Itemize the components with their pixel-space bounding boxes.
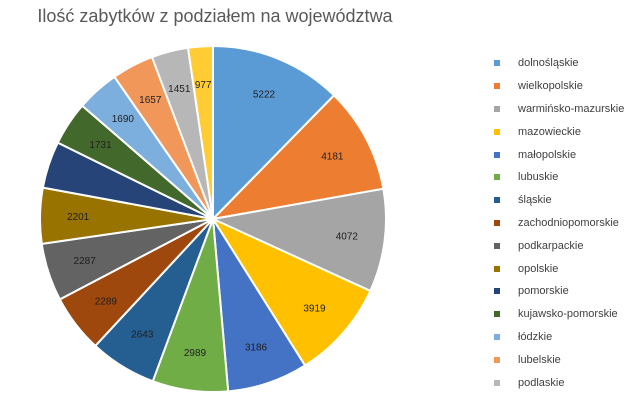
data-label-10: 2201	[67, 212, 90, 223]
legend-label: opolskie	[518, 262, 559, 275]
legend-item-6: lubuskie	[494, 166, 624, 189]
data-label-12: 1731	[89, 140, 112, 151]
legend-swatch	[494, 311, 500, 318]
data-label-14: 1657	[139, 95, 162, 106]
data-label-2: 4181	[321, 151, 344, 162]
legend-label: mazowieckie	[518, 125, 581, 138]
legend-swatch	[494, 356, 500, 363]
pie-slice-4	[210, 216, 372, 367]
legend-label: kujawsko-pomorskie	[518, 308, 618, 321]
legend-swatch	[494, 333, 500, 340]
data-label-1: 5222	[253, 90, 276, 101]
legend-item-7: śląskie	[494, 189, 624, 212]
data-label-8: 2289	[95, 297, 118, 308]
pie-slice-1	[212, 44, 336, 222]
legend-item-9: podkarpackie	[494, 234, 624, 257]
legend-label: podkarpackie	[518, 239, 584, 252]
chart-title: Ilość zabytków z podziałem na województw…	[37, 6, 393, 26]
legend-item-10: opolskie	[494, 257, 624, 280]
data-label-4: 3919	[303, 303, 326, 314]
pie-plot-area: 5222 4181 4072 3919 3186 2989 2643 2289 2287 2201…	[39, 44, 387, 393]
legend-swatch	[494, 219, 500, 226]
legend-label: śląskie	[518, 194, 552, 207]
legend-swatch	[494, 151, 500, 158]
legend-item-3: warmińsko-mazurskie	[494, 98, 624, 121]
legend-label: lubuskie	[518, 171, 559, 184]
legend-label: zachodniopomorskie	[518, 216, 619, 229]
data-label-3: 4072	[336, 232, 359, 243]
data-label-5: 3186	[245, 342, 268, 353]
data-label-6: 2989	[184, 348, 207, 359]
legend-swatch	[494, 288, 500, 295]
legend-label: podlaskie	[518, 376, 565, 389]
legend-item-1: dolnośląskie	[494, 52, 624, 75]
legend-item-13: łódzkie	[494, 326, 624, 349]
legend-swatch	[494, 174, 500, 181]
legend-label: lubelskie	[518, 353, 561, 366]
legend: dolnośląskie wielkopolskie warmińsko-mazur…	[494, 52, 624, 394]
legend-item-11: pomorskie	[494, 280, 624, 303]
pie-slice-3	[209, 187, 387, 293]
legend-item-8: zachodniopomorskie	[494, 212, 624, 235]
pie-slice-2	[210, 93, 385, 221]
legend-label: wielkopolskie	[518, 80, 583, 93]
data-label-15: 1451	[168, 84, 191, 95]
legend-item-14: lubelskie	[494, 348, 624, 371]
legend-label: małopolskie	[518, 148, 577, 161]
legend-item-5: małopolskie	[494, 143, 624, 166]
legend-swatch	[494, 60, 500, 67]
legend-label: pomorskie	[518, 285, 569, 298]
legend-swatch	[494, 105, 500, 112]
pie-slice-16	[186, 44, 214, 220]
legend-swatch	[494, 128, 500, 135]
legend-label: warmińsko-mazurskie	[518, 102, 625, 115]
legend-swatch	[494, 197, 500, 204]
legend-swatch	[494, 379, 500, 386]
legend-swatch	[494, 83, 500, 90]
legend-swatch	[494, 265, 500, 272]
legend-item-12: kujawsko-pomorskie	[494, 303, 624, 326]
legend-swatch	[494, 242, 500, 249]
data-label-9: 2287	[74, 256, 97, 267]
legend-label: łódzkie	[518, 330, 553, 343]
data-label-16: 977	[195, 80, 212, 91]
legend-item-2: wielkopolskie	[494, 75, 624, 98]
legend-label: dolnośląskie	[518, 57, 579, 70]
data-label-13: 1690	[112, 114, 135, 125]
legend-item-15: podlaskie	[494, 371, 624, 394]
data-label-7: 2643	[131, 329, 154, 340]
legend-item-4: mazowieckie	[494, 120, 624, 143]
